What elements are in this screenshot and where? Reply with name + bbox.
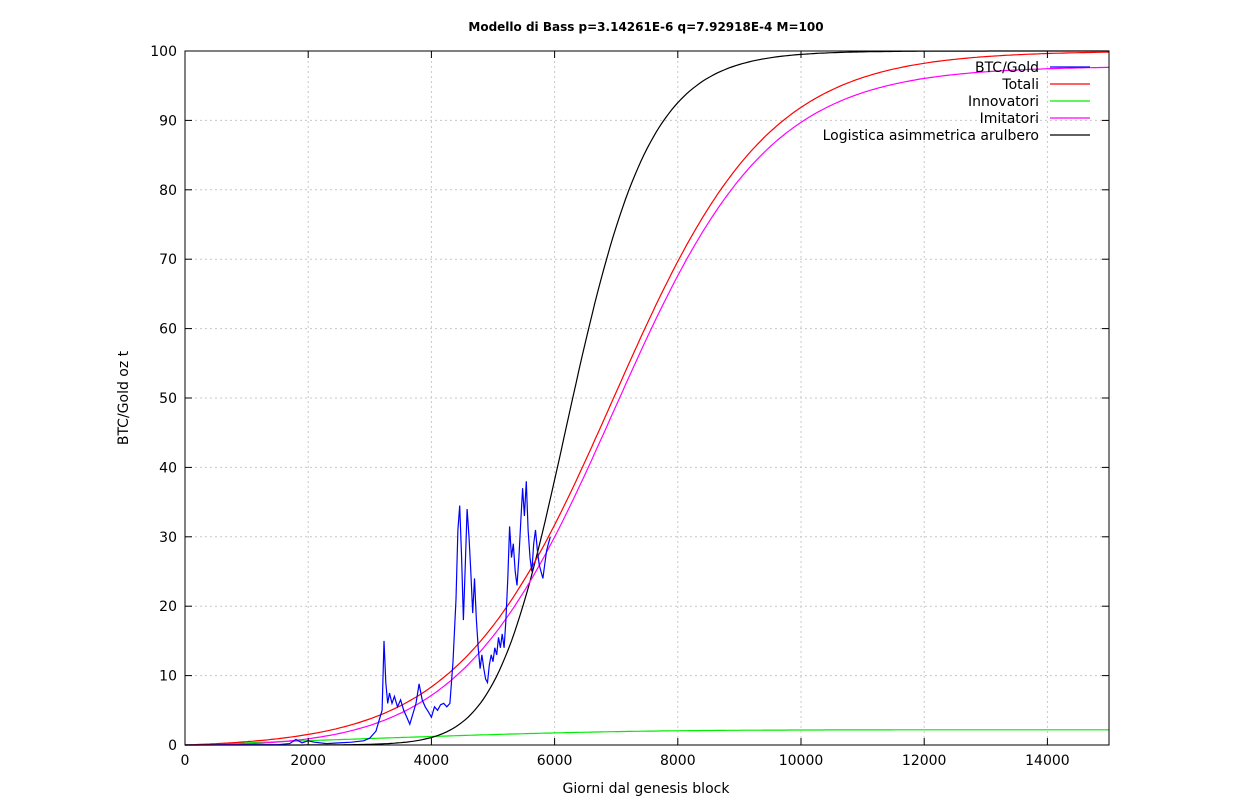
y-axis-label: BTC/Gold oz t	[116, 350, 132, 445]
y-tick-label: 30	[159, 530, 177, 546]
x-tick-label: 10000	[779, 753, 824, 769]
x-tick-label: 2000	[290, 753, 326, 769]
y-tick-label: 40	[159, 460, 177, 476]
y-tick-label: 80	[159, 183, 177, 199]
x-tick-label: 12000	[902, 753, 947, 769]
grid	[185, 51, 1109, 745]
ticks: 0 2000 4000 6000 8000 10000 12000 14000 0 10 20 30 4…	[150, 44, 1109, 769]
y-tick-label: 20	[159, 599, 177, 615]
y-tick-label: 50	[159, 391, 177, 407]
y-tick-label: 100	[150, 44, 177, 60]
series-line	[184, 729, 1109, 746]
x-tick-label: 14000	[1025, 753, 1070, 769]
legend-label: Totali	[1001, 77, 1039, 93]
legend-label: Logistica asimmetrica arulbero	[823, 128, 1039, 144]
x-tick-label: 0	[181, 753, 190, 769]
y-tick-label: 10	[159, 669, 177, 685]
series-line	[185, 66, 1109, 746]
x-axis-label: Giorni dal genesis block	[563, 781, 731, 797]
y-tick-label: 60	[159, 322, 177, 338]
x-tick-label: 4000	[414, 753, 450, 769]
y-tick-label: 90	[159, 113, 177, 129]
series-line	[184, 51, 1110, 746]
chart-title: Modello di Bass p=3.14261E-6 q=7.92918E-…	[468, 20, 823, 34]
legend: BTC/GoldTotaliInnovatoriImitatoriLogisti…	[823, 60, 1090, 144]
legend-label: Imitatori	[980, 111, 1039, 127]
x-tick-label: 6000	[537, 753, 573, 769]
series-line	[184, 481, 551, 746]
y-tick-label: 70	[159, 252, 177, 268]
x-tick-label: 8000	[660, 753, 696, 769]
legend-label: Innovatori	[968, 94, 1039, 110]
y-tick-label: 0	[168, 738, 177, 754]
legend-label: BTC/Gold	[975, 60, 1039, 76]
